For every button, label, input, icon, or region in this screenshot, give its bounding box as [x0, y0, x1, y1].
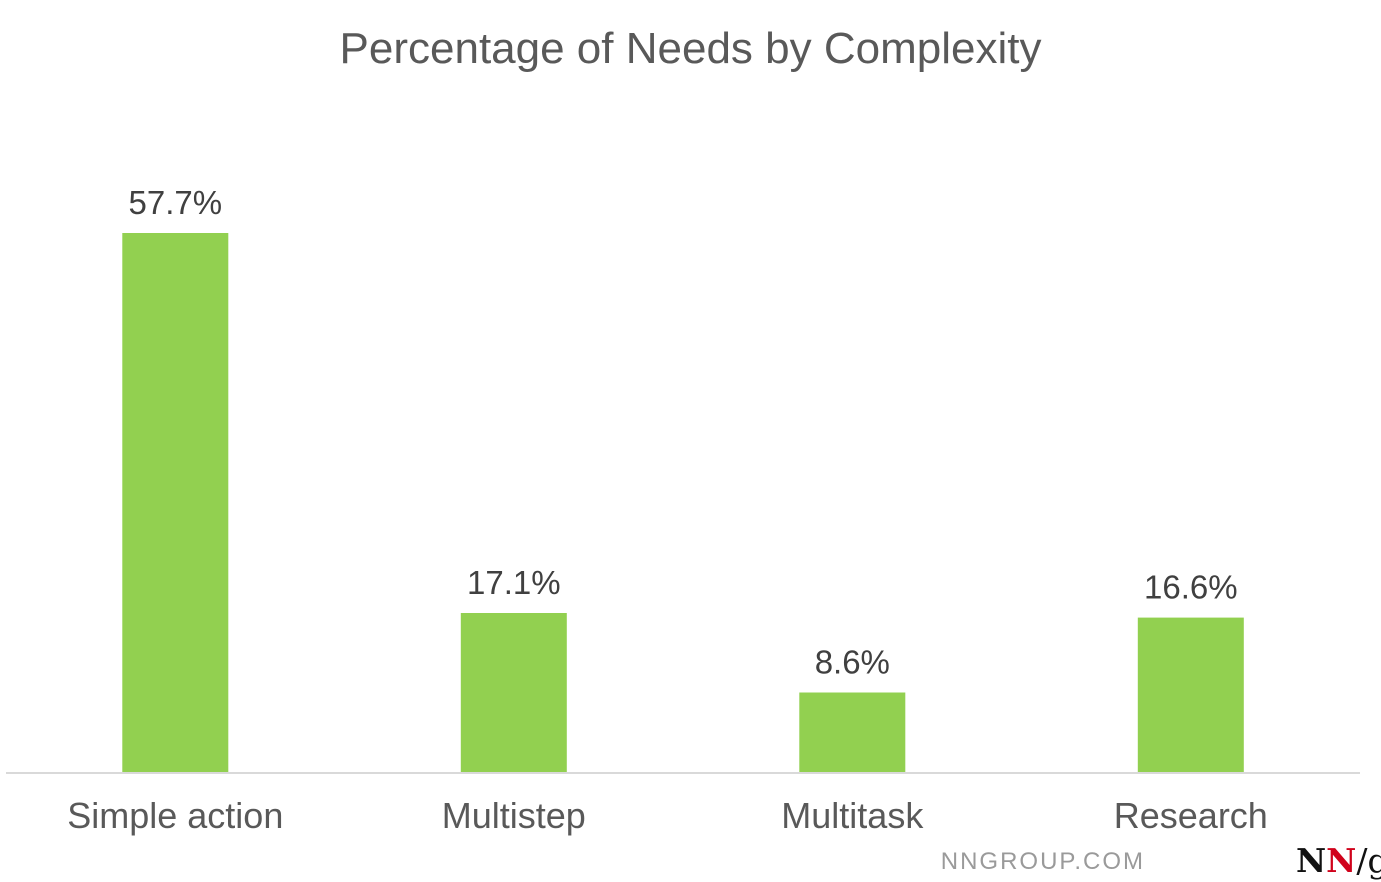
nng-logo: NN/g [1296, 841, 1381, 880]
x-tick-label-research: Research [1114, 795, 1268, 836]
bar-multistep [460, 613, 567, 773]
chart-title: Percentage of Needs by Complexity [339, 24, 1042, 73]
data-label-research: 16.6% [1144, 569, 1238, 606]
data-label-multitask: 8.6% [815, 644, 890, 681]
x-tick-label-simple-action: Simple action [67, 795, 283, 836]
x-tick-label-multitask: Multitask [781, 795, 924, 836]
bar-multitask [799, 692, 906, 773]
site-url: NNGROUP.COM [940, 848, 1145, 875]
data-label-simple-action: 57.7% [129, 184, 223, 221]
bar-simple-action [122, 233, 229, 773]
bar-research [1137, 617, 1244, 773]
x-tick-label-multistep: Multistep [442, 795, 586, 836]
data-label-multistep: 17.1% [467, 564, 561, 601]
